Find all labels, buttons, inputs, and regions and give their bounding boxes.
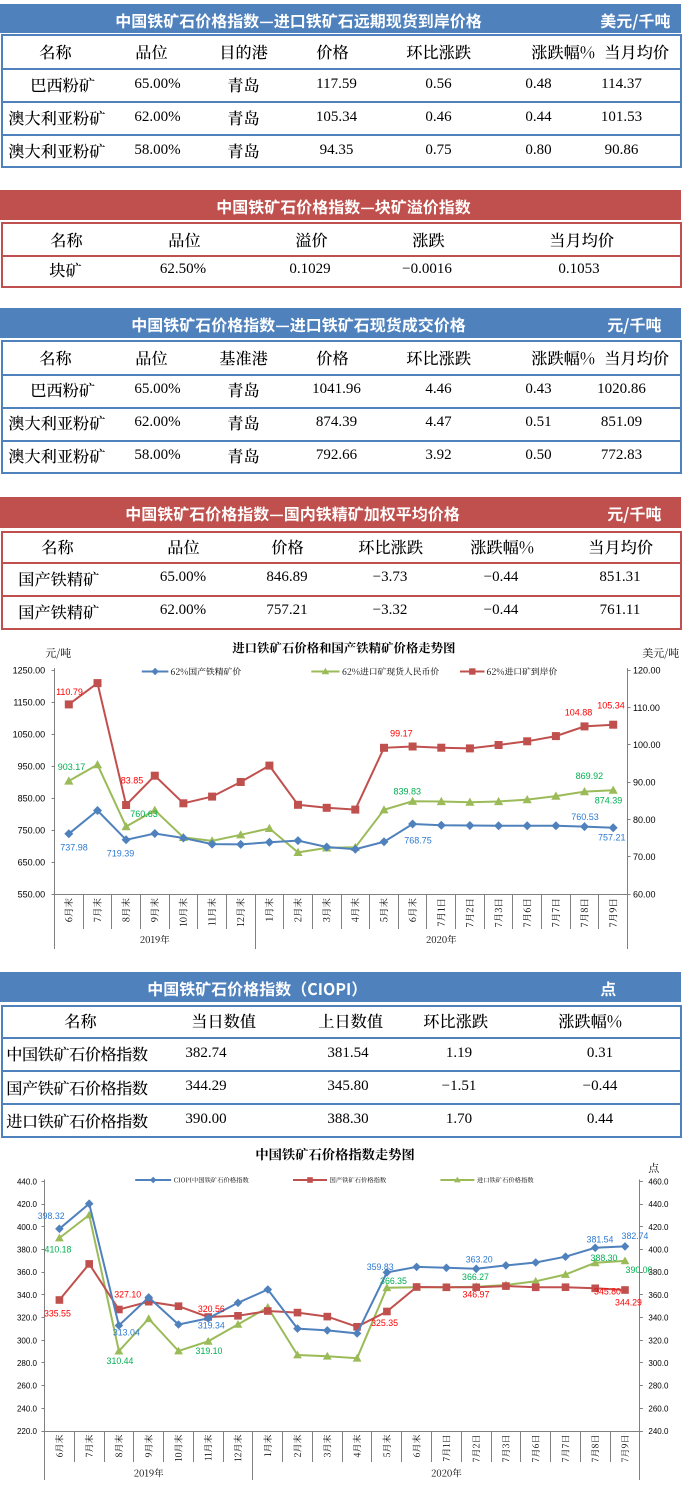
svg-text:105.34: 105.34 [597,701,625,711]
svg-text:320.0: 320.0 [648,1336,669,1345]
svg-text:110.79: 110.79 [56,687,83,697]
svg-text:388.30: 388.30 [591,1253,618,1263]
svg-text:240.0: 240.0 [648,1427,669,1436]
svg-text:320.56: 320.56 [198,1304,225,1314]
svg-text:120.00: 120.00 [633,666,661,676]
svg-text:869.92: 869.92 [576,771,604,781]
svg-text:398.32: 398.32 [38,1211,65,1221]
svg-text:366.35: 366.35 [380,1276,407,1286]
svg-text:300.0: 300.0 [17,1336,38,1345]
svg-text:60.00: 60.00 [633,890,656,900]
svg-text:340.0: 340.0 [17,1291,38,1300]
svg-text:400.0: 400.0 [17,1223,38,1232]
svg-text:319.34: 319.34 [198,1321,225,1331]
svg-text:874.39: 874.39 [595,796,623,806]
svg-text:359.83: 359.83 [367,1262,394,1272]
svg-text:100.00: 100.00 [633,740,661,750]
svg-text:240.0: 240.0 [17,1404,38,1413]
svg-text:360.0: 360.0 [17,1268,38,1277]
svg-text:310.44: 310.44 [107,1356,134,1366]
svg-text:903.17: 903.17 [58,762,86,772]
svg-text:327.10: 327.10 [114,1289,141,1299]
svg-text:550.00: 550.00 [18,890,46,900]
svg-text:420.0: 420.0 [648,1223,669,1232]
svg-text:737.98: 737.98 [60,843,88,853]
svg-text:400.0: 400.0 [648,1246,669,1255]
svg-text:335.55: 335.55 [44,1309,71,1319]
svg-text:839.83: 839.83 [394,787,422,797]
svg-text:319.10: 319.10 [196,1346,223,1356]
svg-text:344.29: 344.29 [615,1298,642,1308]
svg-text:366.27: 366.27 [462,1272,489,1282]
svg-text:420.0: 420.0 [17,1200,38,1209]
svg-text:390.00: 390.00 [626,1265,653,1275]
svg-text:260.0: 260.0 [17,1382,38,1391]
svg-text:260.0: 260.0 [648,1404,669,1413]
svg-text:1050.00: 1050.00 [13,730,46,740]
svg-text:650.00: 650.00 [18,858,46,868]
svg-text:346.97: 346.97 [462,1289,489,1299]
svg-text:1150.00: 1150.00 [13,698,45,708]
svg-text:380.0: 380.0 [648,1268,669,1277]
svg-text:460.0: 460.0 [648,1178,669,1187]
svg-text:950.00: 950.00 [18,762,46,772]
svg-text:381.54: 381.54 [587,1235,614,1245]
svg-text:410.18: 410.18 [45,1244,72,1254]
svg-text:110.00: 110.00 [633,703,660,713]
svg-text:280.0: 280.0 [648,1382,669,1391]
svg-text:757.21: 757.21 [598,833,626,843]
svg-text:313.04: 313.04 [113,1328,140,1338]
svg-text:750.00: 750.00 [18,826,46,836]
svg-text:90.00: 90.00 [633,778,656,788]
svg-text:363.20: 363.20 [466,1255,493,1265]
svg-text:300.0: 300.0 [648,1359,669,1368]
svg-text:83.85: 83.85 [121,776,144,786]
svg-text:345.80: 345.80 [594,1287,621,1297]
svg-text:80.00: 80.00 [633,815,656,825]
svg-text:440.0: 440.0 [648,1200,669,1209]
svg-text:850.00: 850.00 [18,794,46,804]
svg-text:70.00: 70.00 [633,852,656,862]
svg-text:382.74: 382.74 [622,1231,649,1241]
svg-text:325.35: 325.35 [371,1318,398,1328]
svg-text:719.39: 719.39 [107,849,135,859]
svg-text:220.0: 220.0 [17,1427,38,1436]
svg-text:280.0: 280.0 [17,1359,38,1368]
svg-text:760.63: 760.63 [130,809,158,819]
svg-text:380.0: 380.0 [17,1246,38,1255]
svg-text:360.0: 360.0 [648,1291,669,1300]
svg-text:440.0: 440.0 [17,1178,38,1187]
svg-text:320.0: 320.0 [17,1314,38,1323]
svg-text:1250.00: 1250.00 [13,666,46,676]
svg-text:760.53: 760.53 [571,812,599,822]
svg-text:340.0: 340.0 [648,1314,669,1323]
svg-text:768.75: 768.75 [404,836,432,846]
svg-text:99.17: 99.17 [390,729,413,739]
svg-text:104.88: 104.88 [565,708,593,718]
